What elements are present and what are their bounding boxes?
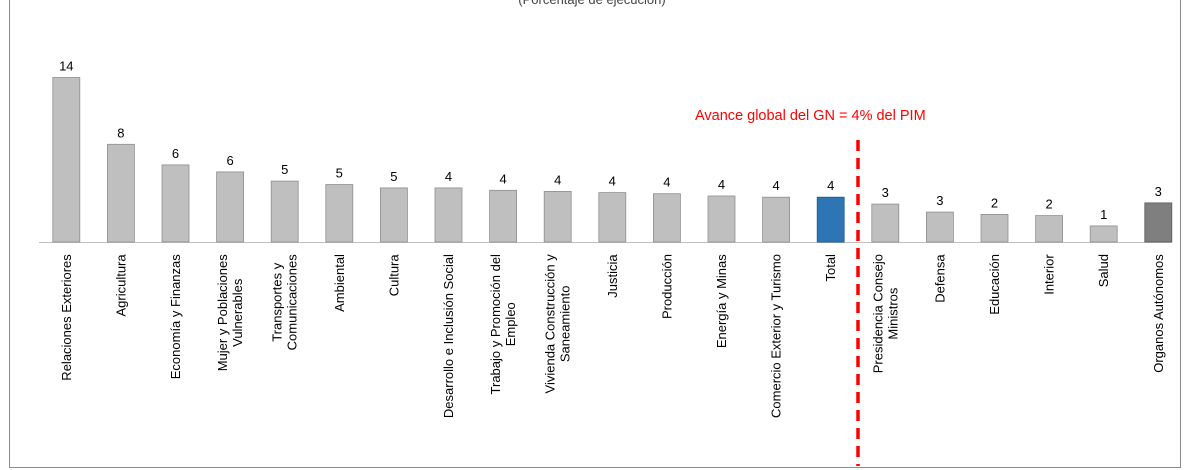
bar-14 xyxy=(762,196,790,243)
category-label-6: Ambiental xyxy=(332,254,347,312)
category-label-15: Total xyxy=(823,254,838,282)
bar-2 xyxy=(107,143,135,243)
data-label-12: 4 xyxy=(663,175,670,190)
category-label-21: Organos Autónomos xyxy=(1151,254,1166,373)
data-label-2: 8 xyxy=(117,125,124,140)
bar-17 xyxy=(926,211,954,243)
data-label-21: 3 xyxy=(1155,184,1162,199)
bar-19 xyxy=(1035,215,1063,243)
category-label-3: Economía y Finanzas xyxy=(168,254,183,380)
category-label-11: Justicia xyxy=(605,254,620,298)
category-label-14: Comercio Exterior y Turismo xyxy=(769,254,784,418)
data-label-10: 4 xyxy=(554,172,561,187)
category-label-1: Relaciones Exteriores xyxy=(59,254,74,381)
bar-4 xyxy=(216,171,245,243)
data-label-8: 4 xyxy=(445,169,452,184)
data-label-15: 4 xyxy=(827,178,834,193)
category-label-16: Presidencia ConsejoMinistros xyxy=(870,254,900,373)
data-label-3: 6 xyxy=(172,146,179,161)
category-label-10: Vivienda Construcción ySaneamiento xyxy=(543,254,573,394)
data-label-18: 2 xyxy=(991,195,998,210)
category-label-7: Cultura xyxy=(386,254,401,297)
bar-6 xyxy=(325,184,354,243)
data-label-19: 2 xyxy=(1045,197,1052,212)
category-label-4: Mujer y PoblacionesVulnerables xyxy=(215,254,245,372)
bar-8 xyxy=(434,187,463,243)
data-label-11: 4 xyxy=(609,174,616,189)
category-label-12: Producción xyxy=(659,254,674,319)
bar-18 xyxy=(980,213,1009,243)
data-label-4: 6 xyxy=(226,153,233,168)
data-label-6: 5 xyxy=(336,166,343,181)
bar-7 xyxy=(379,187,408,243)
category-label-18: Educación xyxy=(987,254,1002,315)
chart-top-text: (Porcentaje de ejecución) xyxy=(518,0,665,7)
bar-13 xyxy=(707,195,736,243)
category-label-2: Agricultura xyxy=(113,254,128,317)
category-label-9: Trabajo y Promoción delEmpleo xyxy=(488,254,518,395)
bar-5 xyxy=(270,180,299,243)
data-label-9: 4 xyxy=(499,171,506,186)
data-label-7: 5 xyxy=(390,169,397,184)
bar-11 xyxy=(598,192,627,243)
bar-16 xyxy=(871,203,900,243)
category-label-20: Salud xyxy=(1096,254,1111,287)
bar-12 xyxy=(653,193,681,243)
bar-21 xyxy=(1144,202,1173,243)
category-label-8: Desarrollo e Inclusión Social xyxy=(441,254,456,418)
bar-1 xyxy=(52,77,81,243)
category-label-5: Transportes yComunicaciones xyxy=(270,254,300,351)
global-average-annotation: Avance global del GN = 4% del PIM xyxy=(695,108,926,124)
bar-15 xyxy=(816,196,845,243)
category-label-17: Defensa xyxy=(932,254,947,303)
bar-3 xyxy=(161,164,190,243)
bar-20 xyxy=(1089,225,1118,243)
data-label-1: 14 xyxy=(59,59,73,74)
data-label-16: 3 xyxy=(882,185,889,200)
bar-9 xyxy=(489,189,518,243)
data-label-5: 5 xyxy=(281,162,288,177)
chart-frame xyxy=(9,0,1181,468)
category-label-19: Interior xyxy=(1042,254,1057,295)
data-label-13: 4 xyxy=(718,177,725,192)
data-label-17: 3 xyxy=(936,193,943,208)
category-label-13: Energía y Minas xyxy=(714,254,729,348)
data-label-20: 1 xyxy=(1100,207,1107,222)
bar-10 xyxy=(543,190,572,243)
data-label-14: 4 xyxy=(772,178,779,193)
